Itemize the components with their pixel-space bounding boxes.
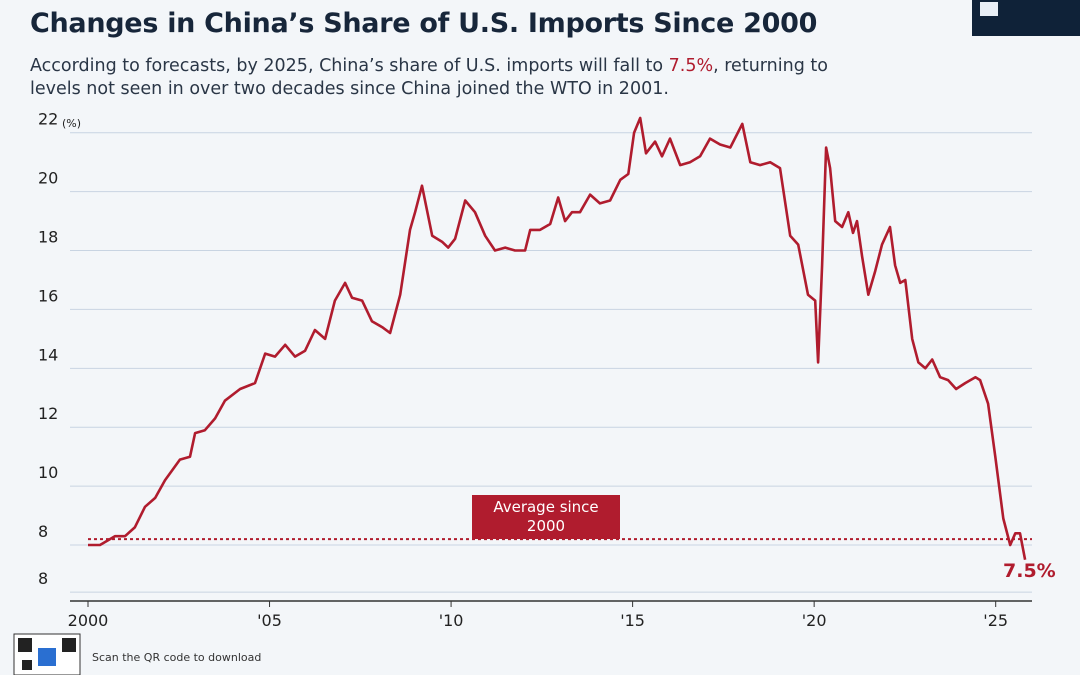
- y-tick-label: 10: [38, 463, 58, 482]
- x-tick-label: 2000: [68, 611, 109, 630]
- x-tick-label: '05: [257, 611, 282, 630]
- end-label: 7.5%: [1003, 560, 1056, 582]
- footer: Scan the QR code to download: [92, 651, 262, 664]
- subtitle-text: According to forecasts, by 2025, China’s…: [30, 56, 664, 76]
- subtitle-highlight: 7.5%: [668, 56, 714, 76]
- data-line: [88, 116, 1027, 561]
- y-tick-label: 18: [38, 228, 58, 247]
- logo: [972, 0, 1080, 36]
- y-tick-label: 20: [38, 169, 58, 188]
- y-tick-label: 8: [38, 522, 48, 541]
- subtitle-text: , returning to: [713, 56, 828, 76]
- y-tick-label: 12: [38, 404, 58, 423]
- x-tick-label: '20: [802, 611, 827, 630]
- x-tick-label: '25: [983, 611, 1008, 630]
- x-tick-label: '15: [620, 611, 645, 630]
- y-tick-label: 14: [38, 345, 58, 364]
- chart-subtitle: According to forecasts, by 2025, China’s…: [30, 55, 828, 101]
- y-tick-label: 16: [38, 286, 58, 305]
- subtitle-text: levels not seen in over two decades sinc…: [30, 79, 669, 99]
- y-tick-label: 8: [38, 569, 48, 588]
- average-label: Average since 2000: [472, 495, 620, 539]
- chart-title: Changes in China’s Share of U.S. Imports…: [30, 8, 818, 39]
- y-unit: (%): [62, 117, 81, 130]
- x-tick-label: '10: [439, 611, 464, 630]
- y-tick-label: 22: [38, 110, 58, 129]
- qr-code: [13, 633, 81, 675]
